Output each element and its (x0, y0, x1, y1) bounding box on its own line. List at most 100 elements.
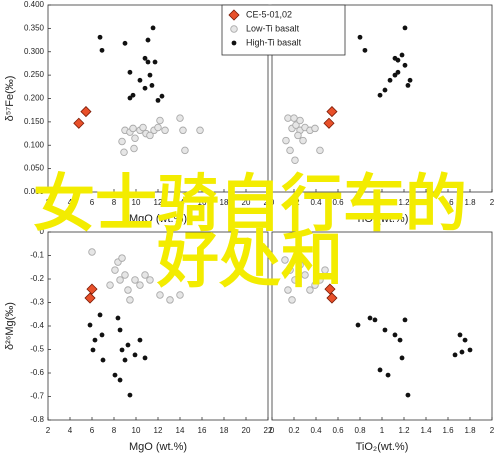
x-tick-label: 1.2 (398, 198, 410, 207)
point (324, 283, 336, 295)
point (92, 337, 98, 343)
point (294, 246, 302, 254)
x-axis-label: TiO₂(wt.%) (356, 441, 409, 453)
point (392, 332, 398, 338)
point (156, 291, 164, 299)
point (88, 248, 96, 256)
point (156, 116, 164, 125)
point (137, 337, 143, 343)
point (97, 312, 103, 318)
x-tick-label: 20 (242, 426, 251, 435)
point (166, 296, 174, 304)
legend-swatch (231, 40, 237, 46)
y-tick-label: 0.400 (24, 0, 45, 9)
point (146, 276, 154, 284)
point (90, 347, 96, 353)
x-tick-label: 6 (90, 426, 95, 435)
point (80, 106, 92, 118)
point (284, 286, 292, 294)
point (296, 261, 304, 269)
point (87, 322, 93, 328)
legend-label: Low-Ti basalt (246, 23, 300, 33)
point (116, 276, 124, 284)
point (155, 97, 161, 103)
point (159, 93, 165, 99)
point (299, 136, 307, 145)
legend-swatch (228, 9, 240, 21)
x-tick-label: 8 (112, 198, 117, 207)
point (150, 25, 156, 31)
x-tick-label: 12 (154, 198, 163, 207)
point (282, 136, 290, 145)
y-tick-label: -0.5 (30, 345, 44, 354)
point (119, 347, 125, 353)
point (176, 114, 184, 122)
point (120, 148, 128, 157)
y-tick-label: 0.350 (24, 23, 45, 32)
x-tick-label: 0 (270, 426, 275, 435)
y-tick-label: -0.6 (30, 368, 44, 377)
x-axis-label: MgO (wt.%) (129, 441, 187, 453)
point (286, 266, 294, 274)
point (387, 77, 393, 83)
point (311, 281, 319, 289)
point (145, 37, 151, 43)
y-tick-label: 0.100 (24, 140, 45, 149)
x-tick-label: 1.8 (464, 426, 476, 435)
point (154, 123, 162, 132)
point (385, 372, 391, 378)
point (130, 92, 136, 98)
x-tick-label: 1.2 (398, 426, 410, 435)
point (127, 69, 133, 75)
x-tick-label: 0.4 (310, 426, 322, 435)
point (407, 77, 413, 83)
x-tick-label: 10 (132, 198, 141, 207)
y-axis-label: δ⁵⁷Fe(‰) (4, 76, 16, 122)
point (118, 137, 126, 146)
x-tick-label: 0.6 (332, 426, 344, 435)
point (100, 357, 106, 363)
point (112, 372, 118, 378)
x-axis-label: MgO (wt.%) (129, 213, 187, 225)
x-tick-label: 1.4 (420, 426, 432, 435)
point (126, 296, 134, 304)
point (176, 291, 184, 299)
point (136, 281, 144, 289)
x-tick-label: 12 (154, 426, 163, 435)
point (405, 83, 411, 88)
point (141, 271, 149, 279)
point (131, 134, 139, 142)
point (142, 85, 148, 91)
x-tick-label: 1.6 (442, 198, 454, 207)
legend-label: High-Ti basalt (246, 37, 302, 47)
point (118, 254, 126, 262)
point (316, 276, 324, 284)
point (131, 276, 139, 284)
point (291, 276, 299, 284)
y-tick-label: 0 (40, 227, 45, 236)
point (288, 296, 296, 304)
x-tick-label: 6 (90, 198, 95, 207)
y-tick-label: 0.150 (24, 117, 45, 126)
point (291, 156, 299, 164)
point (367, 315, 373, 321)
point (290, 114, 298, 122)
x-tick-label: 2 (46, 426, 51, 435)
point (326, 292, 338, 304)
point (459, 349, 465, 355)
point (145, 59, 151, 65)
x-tick-label: 0.6 (332, 198, 344, 207)
x-tick-label: 0.2 (288, 426, 300, 435)
point (161, 126, 169, 135)
x-tick-label: 20 (242, 198, 251, 207)
x-tick-label: 2 (490, 198, 495, 207)
point (149, 83, 155, 88)
x-tick-label: 16 (198, 426, 207, 435)
point (86, 283, 98, 295)
point (326, 106, 338, 118)
point (196, 126, 204, 135)
point (301, 271, 309, 279)
y-tick-label: -0.4 (30, 321, 44, 330)
point (111, 266, 119, 274)
